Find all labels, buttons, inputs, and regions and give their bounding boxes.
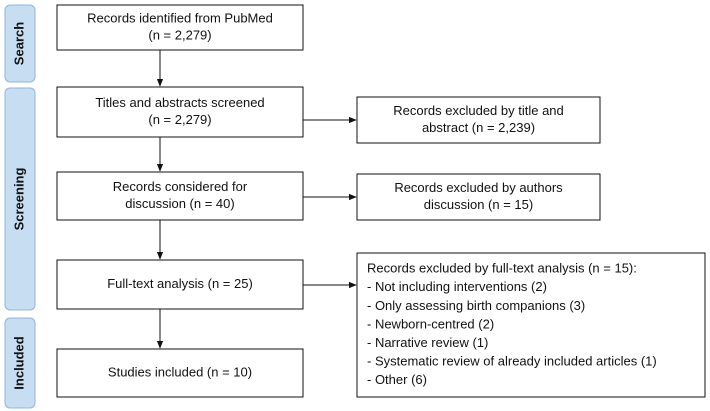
- box-text: - Systematic review of already included …: [367, 354, 657, 369]
- flow-box: [356, 96, 601, 144]
- box-text: - Only assessing birth companions (3): [367, 298, 585, 313]
- box-text: discussion (n = 40): [125, 196, 234, 211]
- box-text: discussion (n = 15): [424, 197, 533, 212]
- box-text: abstract (n = 2,239): [422, 120, 535, 135]
- box-text: - Narrative review (1): [367, 335, 488, 350]
- flow-box: [56, 171, 304, 221]
- box-text: - Newborn-centred (2): [367, 316, 494, 331]
- stage-box: [4, 317, 36, 409]
- box-text: Records identified from PubMed: [87, 10, 273, 25]
- box-text: - Not including interventions (2): [367, 279, 547, 294]
- box-text: Studies included (n = 10): [108, 364, 252, 379]
- box-text: (n = 2,279): [148, 27, 211, 42]
- box-text: Titles and abstracts screened: [95, 95, 264, 110]
- stage-label: Included: [11, 336, 26, 390]
- box-text: Records excluded by title and: [393, 103, 564, 118]
- box-text: Full-text analysis (n = 25): [107, 276, 253, 291]
- stage-label: Screening: [11, 168, 26, 231]
- box-text: (n = 2,279): [148, 112, 211, 127]
- stage-box: [4, 4, 36, 83]
- flow-box: [56, 259, 304, 310]
- box-text: Records excluded by authors: [394, 180, 563, 195]
- stage-box: [4, 87, 36, 311]
- flow-box: [56, 86, 304, 138]
- box-text: - Other (6): [367, 372, 427, 387]
- flow-box: [56, 4, 304, 51]
- flow-box: [56, 348, 304, 398]
- flow-box: [356, 173, 601, 221]
- flow-box: [356, 252, 706, 398]
- arrows: [156, 50, 357, 349]
- stage-label: Search: [11, 22, 26, 65]
- box-text: Records considered for: [113, 179, 248, 194]
- box-text: Records excluded by full-text analysis (…: [367, 261, 637, 276]
